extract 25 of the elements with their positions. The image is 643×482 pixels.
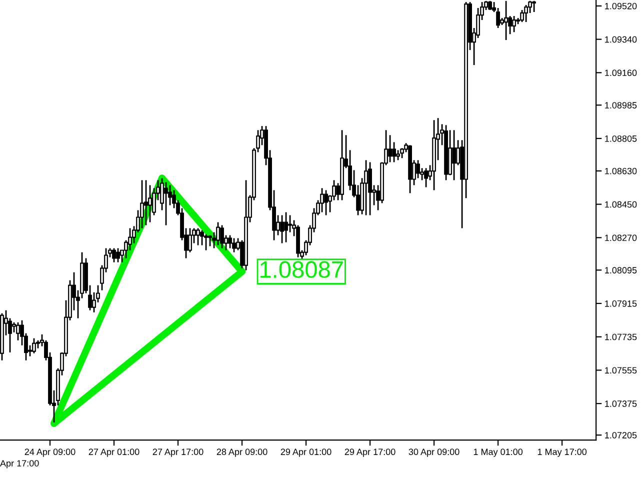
y-tick-label: 1.07735 (605, 334, 637, 340)
x-tick-label: 28 Apr 09:00 (216, 448, 268, 457)
y-tick-label: 1.07555 (605, 367, 637, 374)
y-tick-label: 1.08095 (605, 267, 637, 274)
x-tick-label: 29 Apr 17:00 (344, 448, 396, 457)
x-tick-label: 27 Apr 17:00 (152, 448, 204, 457)
x-tick-label: 24 Apr 09:00 (24, 448, 76, 457)
x-tick-label: 30 Apr 09:00 (408, 448, 460, 457)
y-tick-label: 1.07205 (605, 432, 637, 438)
x-tick-label: 29 Apr 01:00 (280, 448, 332, 457)
annotation: 1.08087 (260, 261, 343, 278)
y-tick-label: 1.09160 (605, 70, 637, 76)
text: Apr 17:00 (0, 460, 39, 468)
y-tick-label: 1.08450 (605, 201, 637, 208)
y-tick-label: 1.07375 (605, 400, 637, 407)
y-tick-label: 1.09340 (605, 36, 637, 43)
y-tick-label: 1.08270 (605, 234, 637, 242)
y-tick-label: 1.07915 (605, 300, 637, 307)
x-tick-label: 1 May 17:00 (538, 448, 587, 457)
y-tick-label: 1.08630 (605, 168, 637, 174)
x-tick-label: 27 Apr 01:00 (88, 448, 140, 457)
y-tick-label: 1.09520 (605, 2, 637, 10)
y-tick-label: 1.08805 (605, 135, 637, 142)
x-tick-label: 1 May 01:00 (474, 448, 523, 457)
y-tick-label: 1.08985 (605, 102, 637, 108)
